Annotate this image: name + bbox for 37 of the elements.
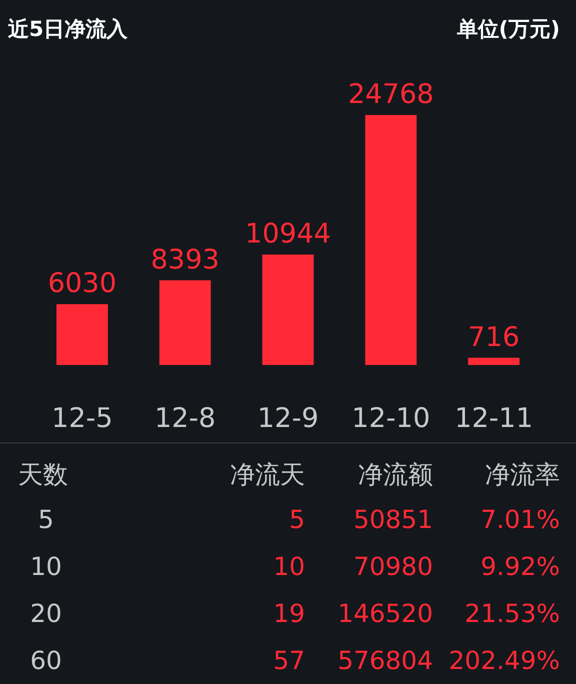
data-label: 6030	[48, 268, 117, 300]
data-label: 24768	[348, 79, 434, 110]
x-tick-label: 12-5	[52, 403, 113, 434]
text: 10	[273, 552, 305, 581]
text: 5	[289, 505, 305, 534]
category-label: 20	[30, 599, 62, 628]
chart-subtitle: 单位(万元)	[456, 17, 560, 41]
text: 57	[273, 646, 305, 675]
bar	[262, 254, 314, 365]
text: 21.53%	[464, 599, 560, 628]
category-label: 净流额	[358, 460, 433, 489]
data-label: 10944	[245, 218, 331, 250]
bar	[56, 304, 108, 365]
text: 576804	[338, 646, 433, 675]
category-label: 10	[30, 552, 62, 581]
category-label: 5	[38, 505, 54, 534]
category-label: 净流率	[485, 460, 560, 489]
bar	[159, 280, 211, 365]
text: 202.49%	[448, 646, 560, 675]
data-label: 8393	[150, 244, 220, 276]
text: 7.01%	[480, 505, 560, 534]
x-tick-label: 12-10	[352, 403, 430, 434]
data-label: 716	[468, 322, 520, 353]
text: 天数	[18, 460, 68, 489]
x-tick-label: 12-11	[454, 403, 534, 434]
category-label: 60	[30, 646, 62, 675]
text: 9.92%	[480, 552, 560, 581]
text: 146520	[338, 599, 433, 628]
text: 50851	[353, 505, 433, 534]
x-tick-label: 12-8	[154, 403, 216, 434]
category-label: 净流天	[230, 460, 305, 489]
chart-title: 近5日净流入	[7, 17, 129, 41]
bar	[468, 358, 520, 365]
text: 70980	[353, 552, 433, 581]
text: 19	[273, 599, 305, 628]
x-tick-label: 12-9	[257, 403, 319, 434]
bar	[365, 115, 417, 365]
